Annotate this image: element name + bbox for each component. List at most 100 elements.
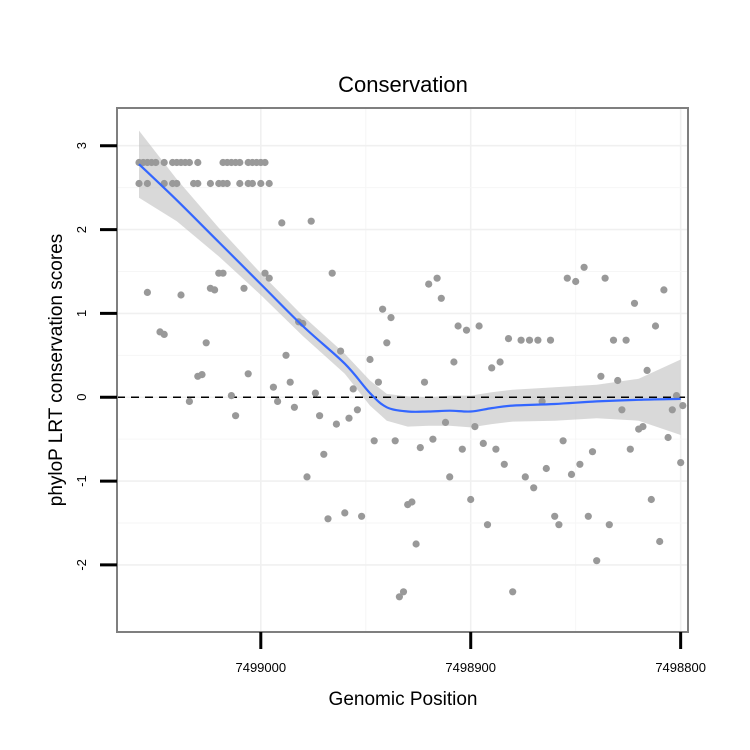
data-point [202, 339, 210, 347]
data-point [601, 274, 609, 282]
x-tick-label: 7498800 [655, 660, 706, 675]
data-point [408, 498, 416, 506]
data-point [467, 495, 475, 504]
data-point [387, 314, 395, 322]
data-point [198, 371, 206, 379]
data-point [458, 445, 466, 453]
data-point [647, 495, 655, 504]
data-point [593, 557, 601, 565]
data-point [143, 288, 151, 296]
data-point [194, 179, 202, 188]
data-point [341, 509, 349, 517]
data-point [370, 437, 378, 445]
data-point [265, 274, 273, 282]
data-point [278, 219, 286, 227]
data-point [500, 460, 508, 468]
data-point [269, 383, 277, 391]
data-point [332, 420, 340, 428]
data-point [605, 521, 613, 529]
data-point [475, 322, 483, 330]
data-point [441, 418, 450, 426]
data-point [496, 358, 504, 366]
data-point [609, 336, 618, 344]
y-tick-label: 0 [74, 394, 89, 401]
data-point [290, 403, 298, 411]
data-point [429, 435, 437, 443]
data-point [580, 263, 588, 271]
data-point [320, 450, 328, 458]
data-point [483, 521, 492, 529]
data-point [559, 437, 567, 445]
data-point [639, 423, 647, 431]
data-point [143, 179, 151, 188]
data-point [572, 277, 580, 286]
data-point [420, 378, 429, 386]
data-point [206, 179, 214, 188]
data-point [471, 423, 479, 431]
data-point [211, 286, 219, 294]
data-point [244, 370, 252, 378]
data-point [316, 412, 324, 420]
data-point [588, 448, 597, 456]
data-point [160, 158, 168, 167]
y-tick-label: -2 [74, 559, 89, 571]
data-point [185, 397, 193, 405]
data-point [324, 515, 332, 523]
data-point [412, 540, 420, 548]
data-point [248, 179, 256, 188]
axes: -2 -1 0 1 2 3 7499000 7498900 7498800 [74, 142, 706, 675]
data-point [261, 158, 269, 167]
data-point [307, 217, 315, 225]
data-point [399, 588, 408, 596]
data-point [425, 280, 433, 288]
data-point [240, 284, 248, 292]
data-point [563, 274, 571, 282]
data-point [546, 336, 555, 344]
data-point [261, 269, 269, 277]
data-point [630, 299, 639, 307]
data-point [509, 588, 517, 596]
data-point [337, 347, 345, 355]
y-tick-label: 2 [74, 226, 89, 233]
y-tick-label: -1 [74, 475, 89, 487]
data-point [622, 336, 630, 344]
data-point [488, 364, 496, 372]
data-point [379, 305, 387, 313]
data-point [433, 274, 441, 282]
data-point [345, 414, 353, 422]
data-point [265, 179, 273, 188]
data-point [614, 376, 622, 385]
data-point [274, 397, 282, 405]
data-point [223, 179, 231, 188]
data-point [597, 372, 605, 380]
data-point [232, 412, 240, 420]
data-point [395, 593, 403, 601]
x-axis-title: Genomic Position [329, 689, 478, 710]
data-point [257, 179, 265, 188]
chart-title: Conservation [338, 72, 468, 97]
data-point [173, 179, 181, 188]
data-point [576, 460, 584, 468]
data-point [551, 512, 559, 520]
data-point [555, 521, 563, 529]
data-point [391, 437, 399, 445]
data-point [618, 406, 626, 414]
grid-lines [117, 108, 688, 632]
data-point [679, 402, 687, 410]
y-axis-title: phyloP LRT conservation scores [46, 234, 67, 507]
data-point [450, 358, 458, 366]
data-points [135, 158, 687, 601]
data-point [236, 158, 244, 167]
data-point [567, 470, 576, 478]
data-point [282, 351, 290, 359]
data-point [236, 179, 244, 188]
data-point [374, 378, 382, 386]
data-point [504, 335, 513, 343]
data-point [492, 445, 500, 453]
data-point [219, 269, 227, 277]
data-point [160, 330, 168, 338]
data-point [349, 385, 357, 393]
data-point [328, 269, 336, 277]
data-point [672, 392, 681, 400]
